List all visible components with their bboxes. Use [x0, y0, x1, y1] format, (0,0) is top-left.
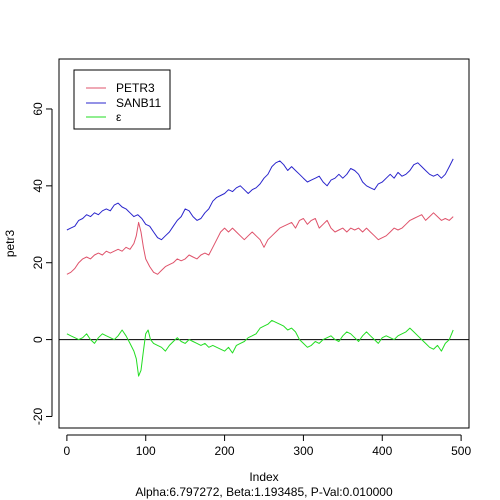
x-axis: 0 100 200 300 400 500: [64, 434, 471, 458]
legend: PETR3 SANB11 ε: [73, 69, 171, 130]
plot-frame: [58, 58, 470, 429]
y-axis: -20 0 20 40 60: [31, 102, 53, 425]
chart-subtitle: Alpha:6.797272, Beta:1.193485, P-Val:0.0…: [135, 485, 393, 499]
y-tick-label: 40: [31, 179, 45, 193]
x-tick-label: 100: [136, 444, 156, 458]
series-line-1: [66, 158, 454, 241]
legend-label-petr3: PETR3: [116, 81, 155, 95]
legend-box: [73, 69, 171, 130]
x-tick-label: 500: [451, 444, 471, 458]
y-tick-label: 20: [31, 256, 45, 270]
x-axis-title: Index: [249, 470, 278, 484]
legend-label-sanb11: SANB11: [116, 96, 161, 110]
x-tick-label: 300: [293, 444, 313, 458]
x-tick-label: 400: [372, 444, 392, 458]
series-layer: [66, 158, 454, 377]
y-tick-label: -20: [31, 407, 45, 425]
series-line-2: [66, 319, 454, 377]
x-tick-label: 200: [215, 444, 235, 458]
y-axis-title: petr3: [3, 230, 17, 258]
y-tick-label: 0: [31, 336, 45, 343]
legend-label-epsilon: ε: [116, 110, 122, 124]
x-tick-label: 0: [64, 444, 71, 458]
y-tick-label: 60: [31, 102, 45, 116]
series-line-0: [66, 212, 454, 275]
